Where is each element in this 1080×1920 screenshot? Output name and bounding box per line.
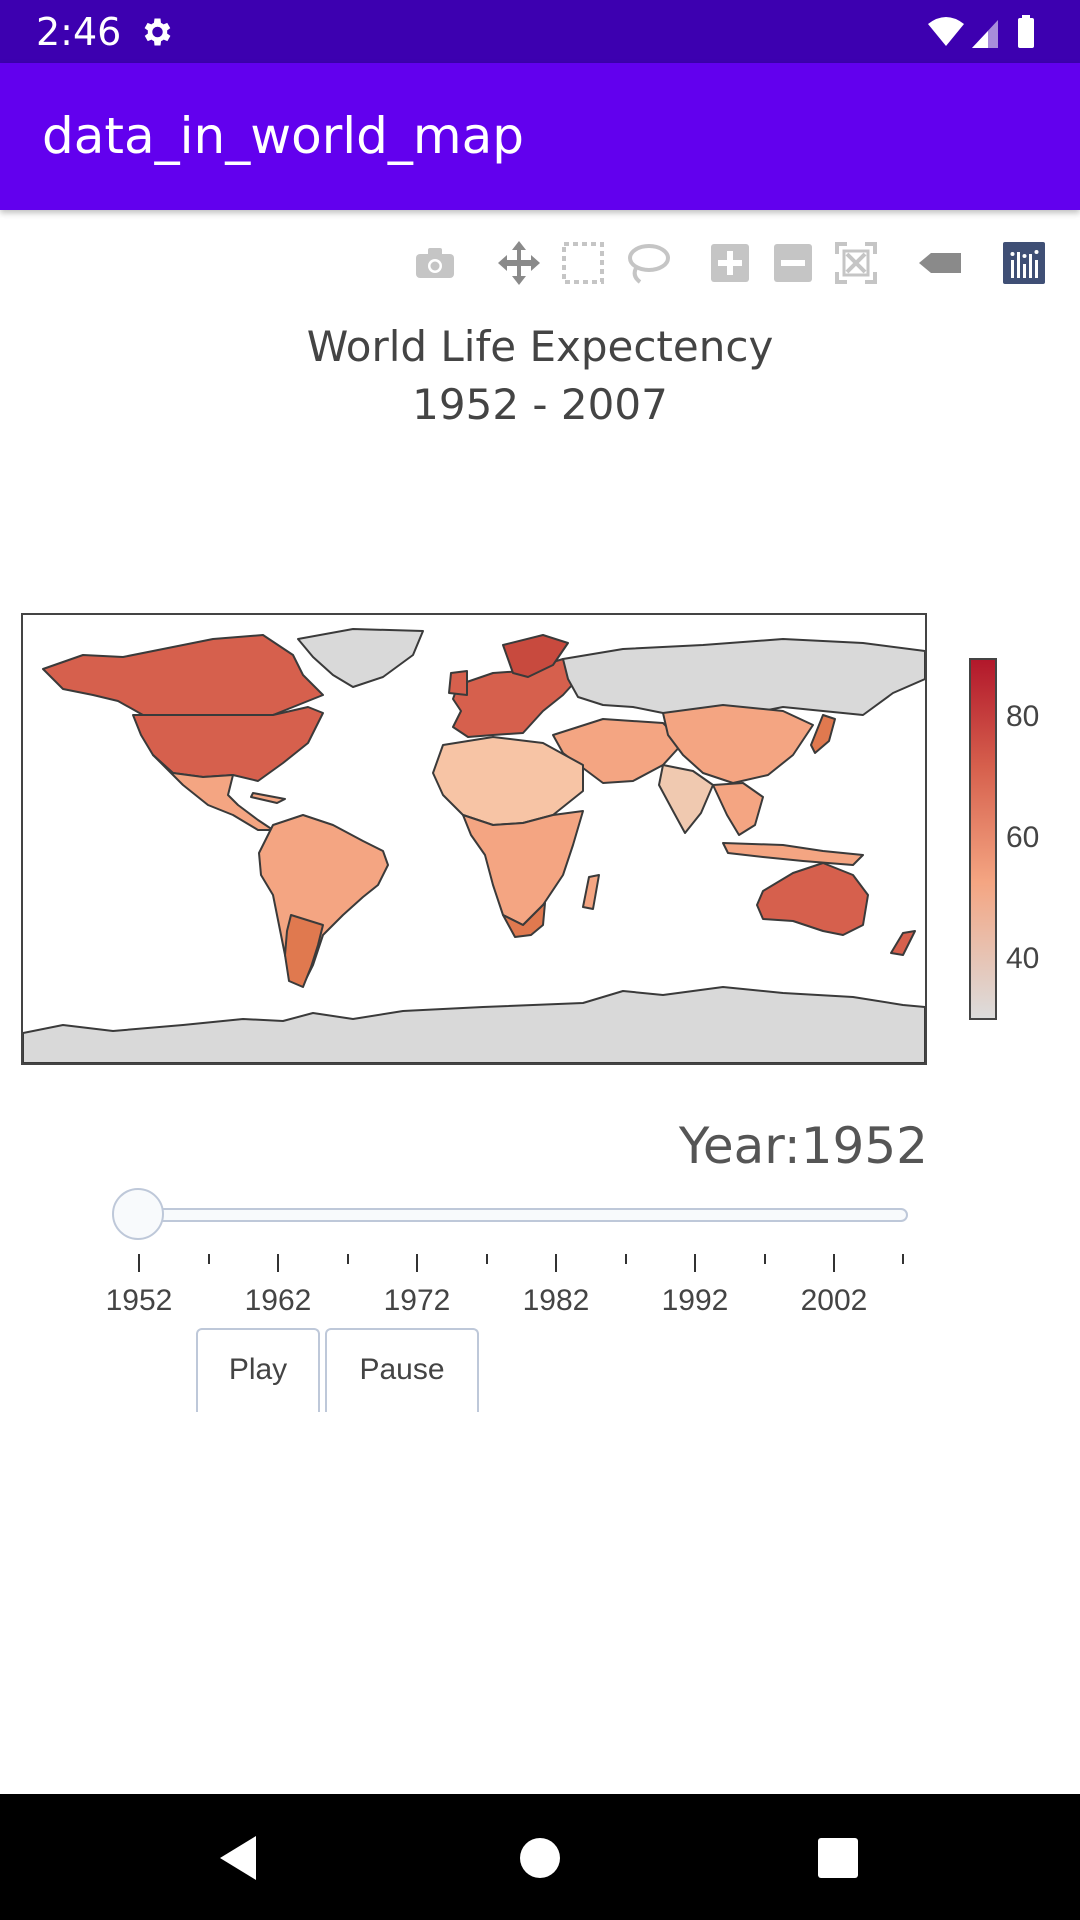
region-greenland <box>297 628 424 688</box>
colorbar-tick-40: 40 <box>1006 942 1040 975</box>
chart-title: World Life Expectency <box>306 322 774 371</box>
region-south-africa <box>502 902 546 938</box>
region-central-africa <box>462 810 584 926</box>
slider-tick-label: 1962 <box>244 1284 312 1317</box>
wifi-icon <box>928 17 964 46</box>
region-indonesia <box>722 842 864 866</box>
pan-icon[interactable] <box>494 236 544 290</box>
play-button[interactable]: Play <box>196 1328 320 1412</box>
lasso-icon[interactable] <box>622 236 672 290</box>
region-india <box>658 764 714 834</box>
region-canada <box>42 634 324 716</box>
region-australia <box>756 862 869 936</box>
box-select-icon[interactable] <box>558 236 608 290</box>
slider-tick-minor <box>764 1254 766 1264</box>
status-time: 2:46 <box>36 10 122 54</box>
reset-scale-icon[interactable] <box>831 236 881 290</box>
region-mexico <box>152 754 274 831</box>
navigation-bar <box>0 1794 1080 1920</box>
back-icon[interactable] <box>212 1830 268 1886</box>
region-uk <box>448 670 468 696</box>
colorbar-tick-80: 80 <box>1006 700 1040 733</box>
slider-tick <box>277 1254 279 1272</box>
region-south-america <box>258 814 389 986</box>
slider-tick-label: 1992 <box>661 1284 729 1317</box>
slider-handle[interactable] <box>112 1188 164 1240</box>
status-icons <box>926 14 1046 50</box>
region-cuba <box>250 792 286 804</box>
slider-tick-label: 2002 <box>800 1284 868 1317</box>
battery-icon <box>1018 15 1034 48</box>
slider-tick-minor <box>347 1254 349 1264</box>
slider-tick <box>416 1254 418 1272</box>
world-map[interactable] <box>21 613 927 1065</box>
signal-icon <box>972 20 998 48</box>
region-russia <box>562 638 925 720</box>
zoom-in-icon[interactable] <box>705 236 755 290</box>
plotly-logo-icon[interactable] <box>998 236 1048 290</box>
map-svg <box>23 628 925 1063</box>
region-madagascar <box>582 874 600 910</box>
slider-tick-label: 1982 <box>522 1284 590 1317</box>
slider-tick-minor <box>625 1254 627 1264</box>
region-antarctica <box>23 986 925 1063</box>
slider-tick <box>694 1254 696 1272</box>
slider-rail[interactable] <box>138 1208 908 1222</box>
region-china <box>662 704 814 784</box>
status-bar: 2:46 <box>0 0 1080 63</box>
slider-tick-label: 1952 <box>105 1284 173 1317</box>
app-bar: data_in_world_map <box>0 63 1080 210</box>
slider-tick <box>833 1254 835 1272</box>
slider-tick <box>555 1254 557 1272</box>
colorbar <box>969 658 997 1020</box>
slider-tick-minor <box>486 1254 488 1264</box>
chart-subtitle: 1952 - 2007 <box>412 380 668 429</box>
region-japan <box>810 714 836 754</box>
slider-tick-label: 1972 <box>383 1284 451 1317</box>
region-southeast-asia <box>712 782 764 836</box>
camera-icon[interactable] <box>410 236 460 290</box>
region-scandinavia <box>502 634 569 678</box>
slider-tick-minor <box>208 1254 210 1264</box>
colorbar-tick-60: 60 <box>1006 821 1040 854</box>
gear-icon <box>138 14 174 50</box>
region-new-zealand <box>890 930 916 956</box>
zoom-out-icon[interactable] <box>768 236 818 290</box>
region-usa <box>132 706 324 782</box>
slider-tick-minor <box>902 1254 904 1264</box>
region-argentina <box>284 914 324 988</box>
app-title: data_in_world_map <box>42 107 524 165</box>
hover-label-icon[interactable] <box>915 236 965 290</box>
slider-current-value: Year:1952 <box>678 1117 928 1175</box>
pause-button[interactable]: Pause <box>325 1328 479 1412</box>
home-icon[interactable] <box>512 1830 568 1886</box>
recents-icon[interactable] <box>810 1830 866 1886</box>
slider-tick <box>138 1254 140 1272</box>
